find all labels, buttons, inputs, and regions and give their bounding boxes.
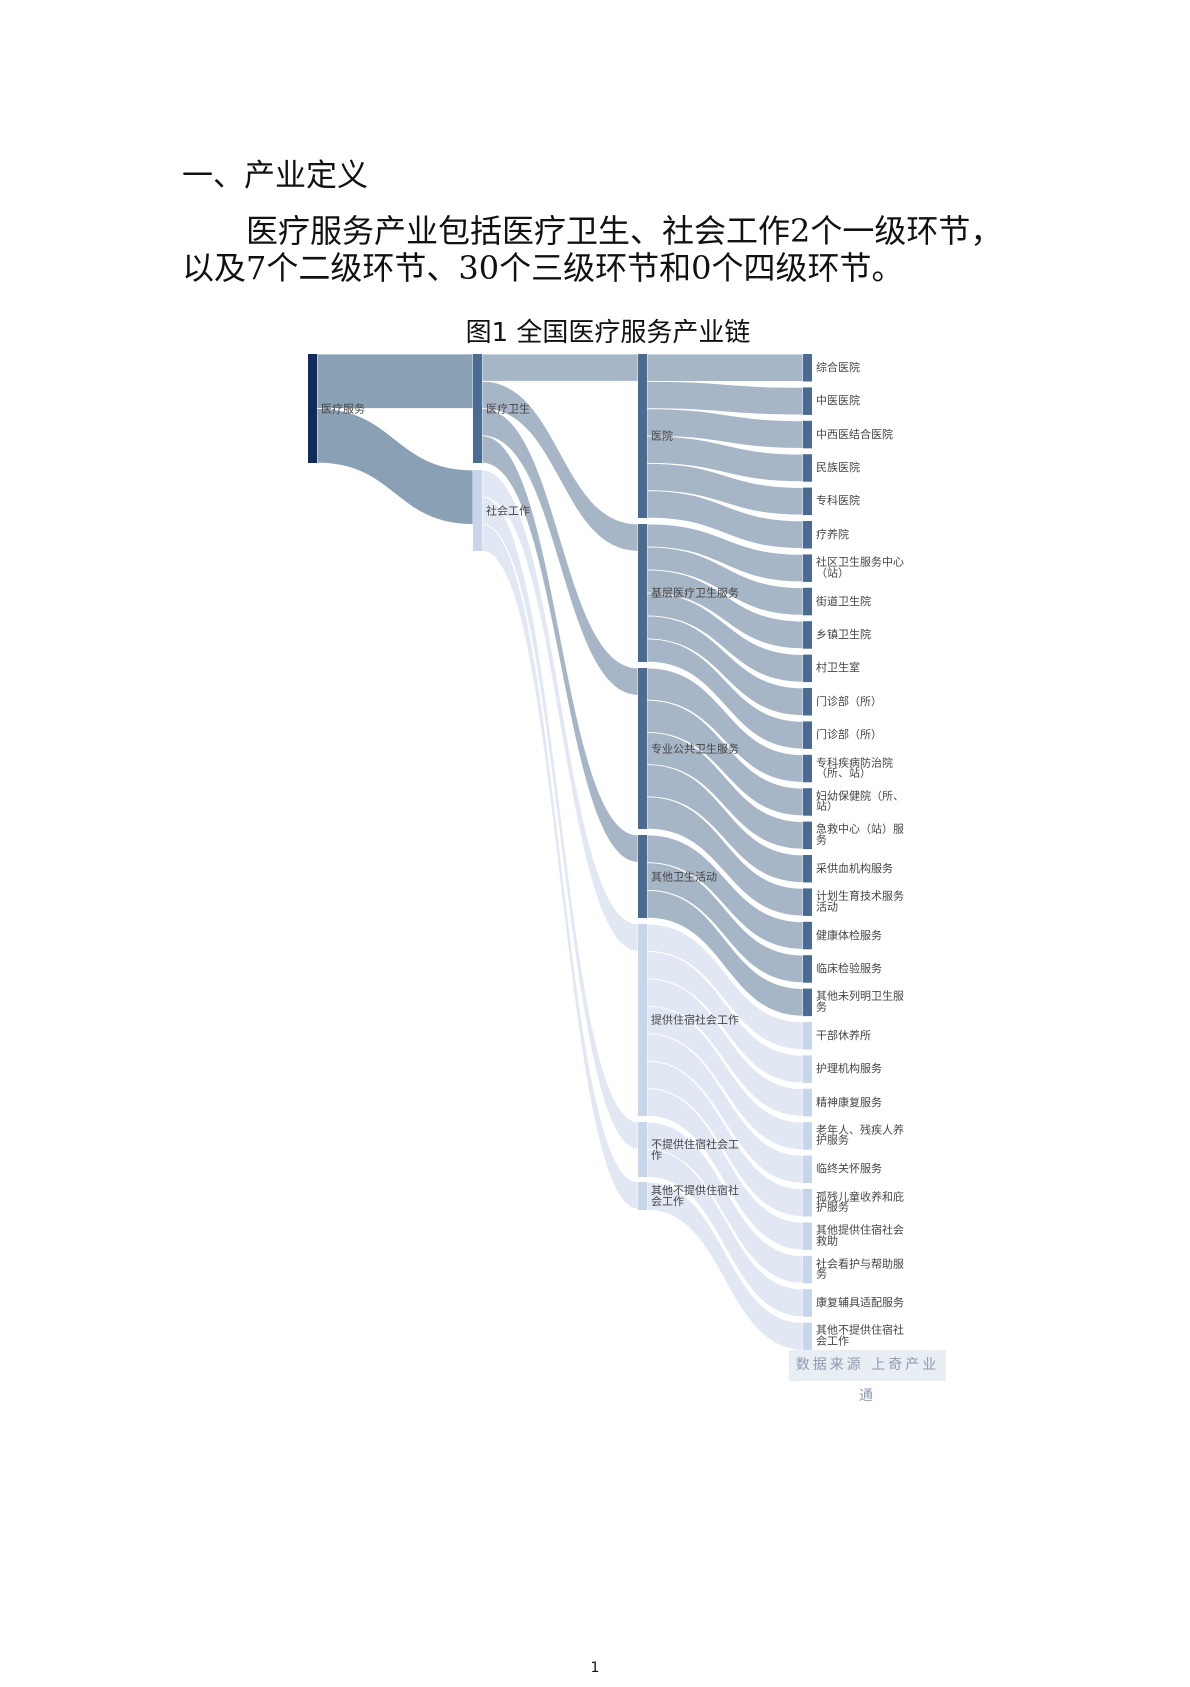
- node-label: 医疗服务: [321, 402, 365, 415]
- leaf-node-label: 疗养院: [816, 527, 849, 541]
- leaf-node-label: 老年人、残疾人养护服务: [816, 1123, 904, 1147]
- leaf-node-label: 专科疾病防治院（所、站）: [816, 756, 893, 780]
- leaf-node-label: 临终关怀服务: [816, 1162, 882, 1176]
- sankey-node: [803, 487, 812, 516]
- leaf-node-label: 综合医院: [816, 360, 860, 374]
- node-label: 医疗卫生: [486, 402, 530, 415]
- leaf-node-label: 孤残儿童收养和庇护服务: [816, 1190, 904, 1214]
- sankey-node: [803, 654, 812, 683]
- sankey-node: [803, 1022, 812, 1050]
- leaf-node-label: 急救中心（站）服务: [816, 822, 904, 847]
- sankey-node: [803, 1289, 812, 1317]
- leaf-node-label: 门诊部（所）: [816, 694, 882, 708]
- sankey-node: [308, 354, 317, 463]
- node-label: 基层医疗卫生服务: [651, 586, 739, 600]
- sankey-node: [803, 1255, 812, 1284]
- sankey-node: [803, 420, 812, 449]
- node-label: 社会工作: [486, 504, 530, 517]
- flow-link: [316, 408, 474, 525]
- node-label: 其他卫生活动: [651, 870, 717, 883]
- leaf-node-label: 专科医院: [816, 494, 860, 508]
- sankey-node: [473, 354, 482, 463]
- sankey-node: [803, 855, 812, 883]
- leaf-node-label: 民族医院: [816, 460, 860, 474]
- paragraph-line-2: 以及7个二级环节、30个三级环节和0个四级环节。: [182, 249, 904, 287]
- sankey-node: [803, 988, 812, 1017]
- leaf-node-label: 临床检验服务: [816, 961, 882, 975]
- leaf-node-label: 门诊部（所）: [816, 727, 882, 741]
- sankey-node: [473, 470, 482, 551]
- leaf-node-label: 乡镇卫生院: [816, 627, 871, 641]
- paragraph-line-1: 医疗服务产业包括医疗卫生、社会工作2个一级环节，: [246, 212, 1003, 250]
- sankey-node: [803, 1088, 812, 1117]
- node-label: 医院: [651, 429, 673, 443]
- sankey-node: [803, 387, 812, 415]
- sankey-node: [803, 754, 812, 783]
- leaf-node-label: 计划生育技术服务活动: [816, 889, 904, 914]
- section-heading: 一、产业定义: [182, 158, 368, 194]
- leaf-node-label: 妇幼保健院（所、站）: [816, 789, 904, 813]
- sankey-node: [803, 688, 812, 716]
- leaf-node-label: 干部休养所: [816, 1028, 871, 1042]
- leaf-node-label: 健康体检服务: [816, 928, 882, 942]
- page-number: 1: [590, 1660, 600, 1676]
- sankey-node: [803, 921, 812, 950]
- sankey-node: [803, 888, 812, 916]
- node-label: 其他不提供住宿社会工作: [651, 1184, 739, 1208]
- sankey-node: [803, 587, 812, 616]
- leaf-node-label: 中西医结合医院: [816, 427, 893, 441]
- sankey-node: [803, 454, 812, 482]
- intro-paragraph: 医疗服务产业包括医疗卫生、社会工作2个一级环节， 以及7个二级环节、30个三级环…: [182, 213, 1022, 287]
- sankey-node: [638, 924, 647, 1116]
- leaf-node-label: 其他提供住宿社会救助: [816, 1223, 904, 1248]
- leaf-node-label: 社区卫生服务中心（站）: [816, 555, 904, 580]
- sankey-node: [803, 521, 812, 549]
- sankey-node: [803, 1055, 812, 1083]
- data-source-label: 数据来源 上奇产业通: [789, 1350, 946, 1404]
- leaf-node-label: 采供血机构服务: [816, 861, 893, 875]
- node-label: 不提供住宿社会工作: [651, 1137, 739, 1162]
- leaf-node-label: 街道卫生院: [816, 594, 871, 608]
- leaf-node-label: 中医医院: [816, 393, 860, 407]
- leaf-node-label: 康复辅具适配服务: [816, 1295, 904, 1309]
- sankey-node: [803, 721, 812, 749]
- sankey-node: [803, 955, 812, 983]
- leaf-node-label: 社会看护与帮助服务: [816, 1257, 904, 1281]
- sankey-node: [803, 1189, 812, 1217]
- node-label: 提供住宿社会工作: [651, 1013, 739, 1027]
- leaf-node-label: 其他未列明卫生服务: [816, 989, 904, 1014]
- sankey-node: [638, 1122, 647, 1177]
- flow-link: [481, 353, 639, 382]
- sankey-node: [803, 821, 812, 850]
- node-label: 专业公共卫生服务: [651, 742, 739, 755]
- sankey-node: [638, 1182, 647, 1210]
- sankey-node: [803, 1222, 812, 1250]
- leaf-node-label: 其他不提供住宿社会工作: [816, 1323, 904, 1348]
- leaf-node-label: 精神康复服务: [816, 1095, 882, 1109]
- sankey-node: [803, 788, 812, 816]
- sankey-node: [638, 668, 647, 829]
- flow-link: [646, 353, 804, 382]
- sankey-node: [803, 621, 812, 649]
- sankey-node: [803, 1155, 812, 1184]
- leaf-node-label: 护理机构服务: [816, 1061, 882, 1075]
- leaf-node-label: 村卫生室: [816, 661, 860, 675]
- figure-title: 图1 全国医疗服务产业链: [465, 318, 751, 348]
- sankey-node: [803, 1122, 812, 1150]
- sankey-node: [638, 354, 647, 518]
- sankey-node: [638, 835, 647, 918]
- sankey-node: [638, 524, 647, 662]
- sankey-node: [803, 554, 812, 582]
- flow-link: [316, 353, 474, 409]
- sankey-node: [803, 354, 812, 382]
- sankey-node: [803, 1322, 812, 1351]
